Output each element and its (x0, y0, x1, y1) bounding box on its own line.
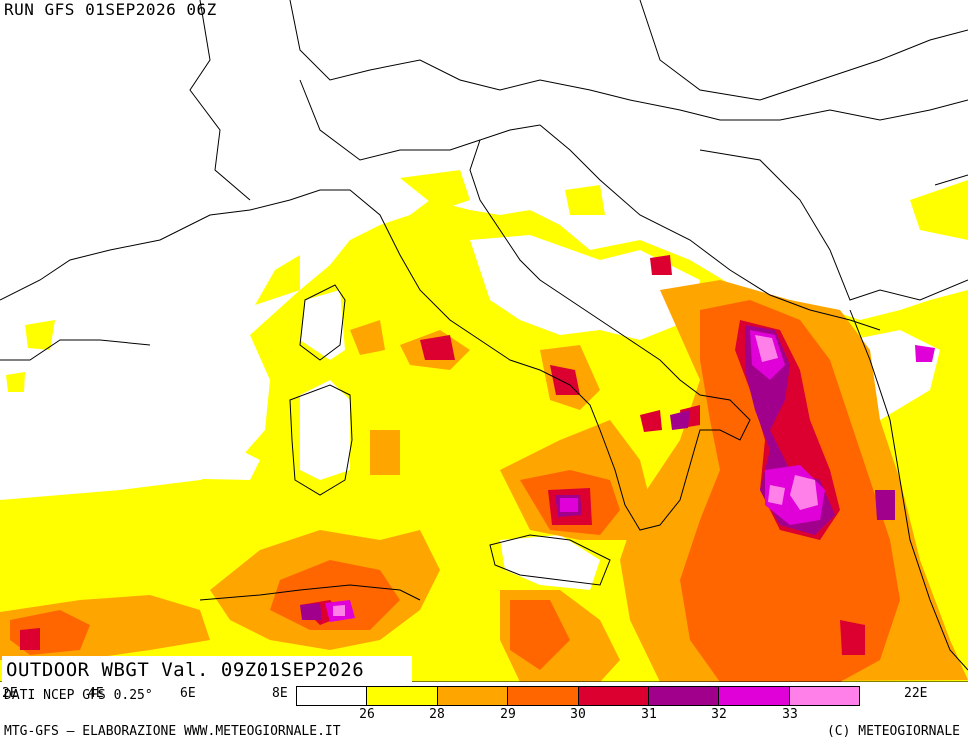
legend-tick-31: 31 (641, 707, 657, 722)
legend-swatch-7 (789, 687, 859, 705)
legend-tick-32: 32 (711, 707, 727, 722)
legend-swatch-1 (367, 687, 438, 705)
lon-label-22e: 22E (904, 686, 928, 701)
legend-swatch-5 (648, 687, 720, 705)
run-title: RUN GFS 01SEP2026 06Z (4, 0, 217, 19)
legend-tick-30: 30 (570, 707, 586, 722)
data-source: DATI NCEP GFS 0.25° (4, 688, 153, 703)
lon-label-6e: 6E (180, 686, 196, 701)
wbgt-field-33-plus (333, 335, 818, 616)
legend-swatch-3 (508, 687, 579, 705)
legend-swatch-6 (719, 687, 790, 705)
legend-tick-28: 28 (429, 707, 445, 722)
lon-label-4e: 4E (88, 686, 104, 701)
map-title: OUTDOOR WBGT Val. 09Z01SEP2026 (2, 656, 412, 684)
legend-swatch-0 (297, 687, 368, 705)
legend-tick-26: 26 (359, 707, 375, 722)
borders-and-coastlines (0, 0, 968, 671)
legend-tick-33: 33 (782, 707, 798, 722)
color-legend (296, 686, 860, 706)
legend-tick-29: 29 (500, 707, 516, 722)
footer-copyright: (C) METEOGIORNALE (826, 724, 960, 739)
footer-credit: MTG-GFS – ELABORAZIONE WWW.METEOGIORNALE… (4, 724, 341, 739)
legend-swatch-4 (578, 687, 649, 705)
lon-label-2e: 2E (2, 686, 18, 701)
legend-swatch-2 (437, 687, 509, 705)
wbgt-map (0, 0, 968, 682)
lon-label-8e: 8E (272, 686, 288, 701)
